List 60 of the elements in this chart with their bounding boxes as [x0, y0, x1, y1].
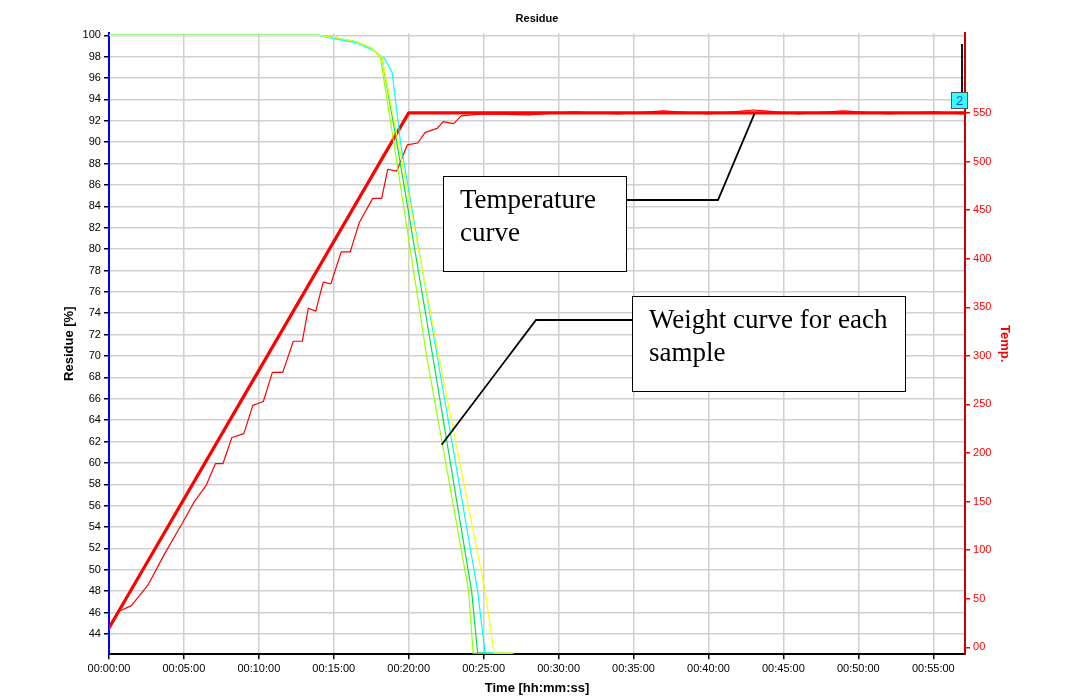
y-tick-label: 58 — [88, 477, 101, 490]
y-tick-label: 96 — [88, 71, 101, 84]
y-tick-label: 62 — [88, 434, 101, 447]
y2-tick-label: 300 — [973, 348, 992, 361]
x-tick-label: 00:10:00 — [237, 661, 281, 674]
y2-tick-label: 350 — [973, 300, 992, 313]
y-tick-label: 100 — [82, 28, 101, 41]
y-tick-label: 48 — [88, 584, 101, 597]
annotation: 2 — [951, 92, 969, 109]
y2-tick-label: 450 — [973, 203, 992, 216]
x-tick-label: 00:05:00 — [162, 661, 206, 674]
y-tick-label: 82 — [88, 220, 101, 233]
x-tick-label: 00:00:00 — [87, 661, 131, 674]
y-tick-label: 92 — [88, 113, 101, 126]
y-tick-label: 52 — [88, 541, 101, 554]
y-tick-label: 56 — [88, 498, 101, 511]
y2-tick-label: 100 — [973, 543, 992, 556]
x-tick-label: 00:50:00 — [836, 661, 880, 674]
y2-tick-label: 50 — [973, 591, 986, 604]
y2-tick-label: 400 — [973, 251, 992, 264]
y-tick-label: 80 — [88, 242, 101, 255]
y-tick-label: 68 — [88, 370, 101, 383]
y-tick-label: 44 — [88, 626, 101, 639]
y-tick-label: 88 — [88, 156, 101, 169]
y-tick-label: 78 — [88, 263, 101, 276]
y-tick-label: 86 — [88, 178, 101, 191]
y2-tick-label: 00 — [973, 640, 986, 653]
x-tick-label: 00:55:00 — [911, 661, 955, 674]
y-tick-label: 98 — [88, 49, 101, 62]
y2-tick-label: 200 — [973, 446, 992, 459]
annotation: Temperature curve — [443, 176, 627, 272]
y2-tick-label: 500 — [973, 154, 992, 167]
annotation: Weight curve for each sample — [632, 296, 906, 392]
x-tick-label: 00:15:00 — [312, 661, 356, 674]
x-tick-label: 00:20:00 — [387, 661, 431, 674]
y-tick-label: 74 — [88, 306, 101, 319]
y-axis-title: Residue [%] — [61, 306, 77, 381]
y-tick-label: 64 — [88, 413, 101, 426]
y-tick-label: 66 — [88, 391, 101, 404]
y2-tick-label: 150 — [973, 494, 992, 507]
y-tick-label: 46 — [88, 605, 101, 618]
x-tick-label: 00:25:00 — [462, 661, 506, 674]
y-tick-label: 72 — [88, 327, 101, 340]
y2-tick-label: 550 — [973, 105, 992, 118]
x-tick-label: 00:35:00 — [612, 661, 655, 674]
y-tick-label: 90 — [88, 135, 101, 148]
y-tick-label: 60 — [88, 455, 101, 468]
y-tick-label: 50 — [88, 562, 101, 575]
y-tick-label: 76 — [88, 284, 101, 297]
y-tick-label: 94 — [88, 92, 101, 105]
x-axis-title: Time [hh:mm:ss] — [484, 679, 590, 695]
x-tick-label: 00:45:00 — [761, 661, 805, 674]
y-tick-label: 54 — [88, 520, 101, 533]
y2-axis-title: Temp. — [997, 325, 1013, 363]
chart-title: Residue — [515, 11, 559, 24]
x-tick-label: 00:30:00 — [537, 661, 580, 674]
y-tick-label: 84 — [88, 199, 101, 212]
y2-tick-label: 250 — [973, 397, 992, 410]
x-tick-label: 00:40:00 — [687, 661, 730, 674]
y-tick-label: 70 — [88, 349, 101, 362]
